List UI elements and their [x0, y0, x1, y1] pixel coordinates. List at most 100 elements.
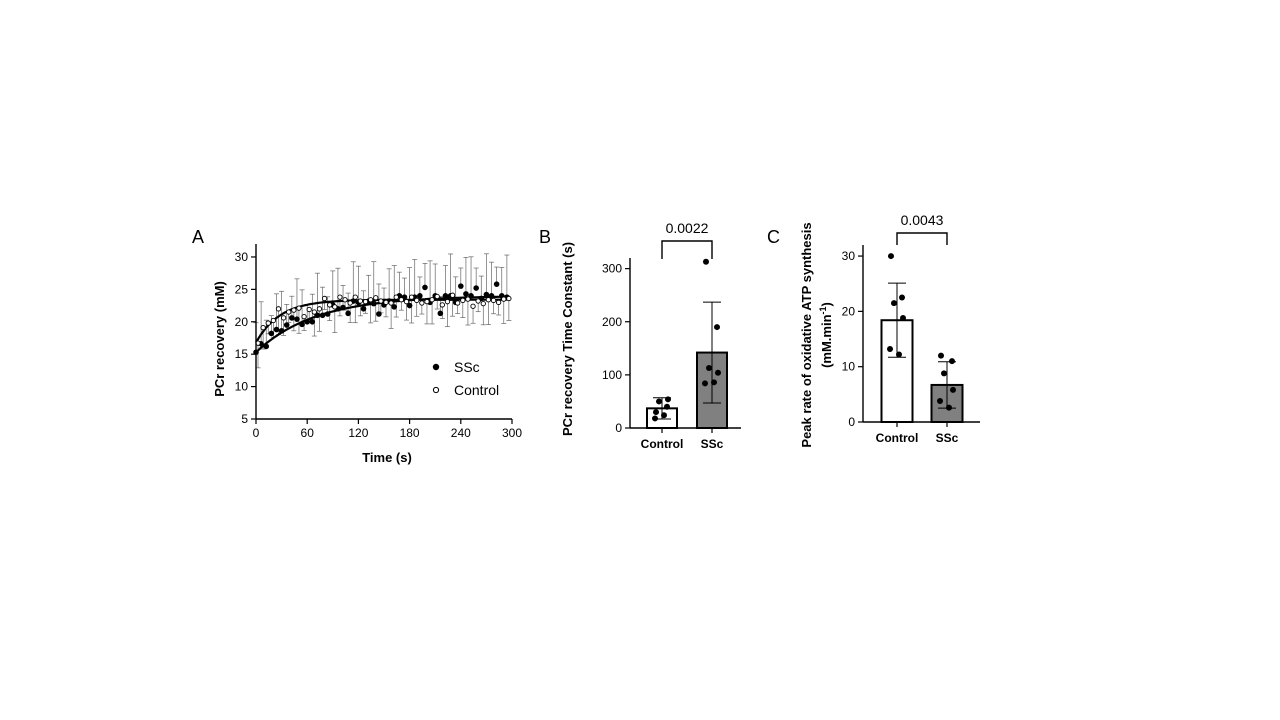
ssc-data-point	[304, 318, 311, 325]
ssc-data-point	[360, 306, 367, 312]
ssc-data-point	[278, 328, 285, 334]
control-data-point	[383, 299, 389, 305]
control-data-point	[501, 296, 507, 302]
control-data-point	[414, 297, 420, 304]
control-data-point	[286, 309, 292, 315]
ssc-data-point	[299, 321, 305, 328]
panel-letter-c: C	[767, 227, 780, 247]
x-tick-label: 180	[400, 426, 420, 440]
control-data-point	[506, 295, 512, 302]
y-tick-label: 200	[602, 315, 622, 329]
y-tick-label: 30	[842, 249, 856, 263]
ssc-data-point	[289, 315, 295, 321]
ssc-data-point	[437, 310, 444, 317]
ssc-data-point	[463, 291, 469, 297]
individual-data-point	[891, 300, 897, 307]
individual-data-point	[711, 379, 717, 386]
individual-data-point	[949, 358, 955, 365]
panel-c-y-axis-unit-exp: -1	[818, 306, 828, 314]
category-label-ssc: SSc	[701, 437, 724, 451]
individual-data-point	[941, 370, 947, 377]
category-label-ssc: SSc	[936, 431, 959, 445]
control-data-point	[429, 297, 435, 303]
ssc-data-point	[283, 322, 290, 328]
control-data-point	[352, 294, 358, 300]
control-data-point	[439, 302, 445, 308]
control-data-point	[434, 293, 440, 300]
control-data-point	[460, 297, 466, 304]
control-data-point	[321, 295, 328, 302]
ssc-data-point	[263, 343, 270, 350]
y-tick-label: 5	[241, 412, 248, 426]
panel-c-p-value: 0.0043	[901, 212, 944, 228]
panel-a-y-axis-title: PCr recovery (mM)	[212, 281, 227, 397]
control-data-point	[398, 297, 405, 303]
legend-label-control: Control	[454, 382, 499, 398]
panel-letter-b: B	[539, 227, 551, 247]
ssc-data-point	[483, 291, 490, 298]
control-data-point	[408, 294, 415, 300]
control-data-point	[373, 295, 379, 301]
ssc-data-point	[488, 293, 495, 299]
individual-data-point	[896, 351, 902, 358]
ssc-data-point	[422, 284, 428, 291]
individual-data-point	[714, 324, 720, 331]
control-data-point	[378, 298, 384, 304]
y-tick-label: 300	[602, 262, 622, 276]
control-data-point	[444, 299, 451, 305]
control-data-point	[455, 300, 461, 306]
control-data-point	[332, 304, 338, 310]
ssc-data-point	[493, 281, 500, 287]
individual-data-point	[706, 364, 712, 371]
control-data-point	[419, 300, 425, 306]
ssc-data-point	[391, 304, 398, 310]
panel-c-y-axis-unit-suffix: )	[819, 302, 834, 306]
ssc-data-point	[376, 311, 382, 317]
ssc-data-point	[473, 285, 479, 291]
individual-data-point	[946, 404, 952, 411]
control-data-point	[465, 296, 471, 302]
control-data-point	[316, 306, 323, 312]
individual-data-point	[900, 315, 906, 322]
control-data-point	[291, 307, 297, 313]
individual-data-point	[664, 403, 670, 410]
individual-data-point	[937, 397, 943, 404]
control-data-point	[306, 306, 312, 313]
control-data-point	[449, 292, 456, 298]
individual-data-point	[715, 369, 721, 376]
panel-c-y-axis-unit: (mM.min-1)	[818, 302, 834, 368]
individual-data-point	[887, 345, 893, 352]
ssc-data-point	[370, 300, 377, 307]
individual-data-point	[702, 380, 708, 387]
category-label-control: Control	[876, 431, 919, 445]
control-data-point	[475, 298, 481, 304]
individual-data-point	[661, 412, 667, 419]
y-tick-label: 20	[235, 315, 249, 329]
x-tick-label: 240	[451, 426, 471, 440]
control-data-point	[485, 297, 492, 303]
individual-data-point	[652, 415, 658, 422]
panel-c-y-axis-title: Peak rate of oxidative ATP synthesis	[799, 222, 814, 447]
y-tick-label: 10	[842, 360, 856, 374]
x-tick-label: 0	[253, 426, 260, 440]
legend-marker-ssc	[432, 363, 440, 371]
individual-data-point	[703, 258, 709, 265]
panel-c-y-axis-title-line1: Peak rate of oxidative ATP synthesis	[799, 222, 814, 447]
legend-label-ssc: SSc	[454, 359, 480, 375]
control-data-point	[342, 297, 348, 303]
individual-data-point	[899, 294, 905, 301]
control-data-point	[311, 309, 317, 315]
ssc-data-point	[294, 316, 300, 322]
control-data-point	[470, 303, 476, 309]
control-data-point	[280, 315, 287, 321]
individual-data-point	[665, 396, 671, 403]
x-tick-label: 300	[502, 426, 522, 440]
x-tick-label: 120	[348, 426, 368, 440]
control-data-point	[296, 305, 302, 311]
ssc-data-point	[319, 312, 326, 319]
y-tick-label: 30	[235, 250, 249, 264]
y-tick-label: 0	[615, 421, 622, 435]
individual-data-point	[938, 352, 944, 359]
control-data-point	[403, 299, 410, 305]
control-data-point	[490, 297, 497, 304]
